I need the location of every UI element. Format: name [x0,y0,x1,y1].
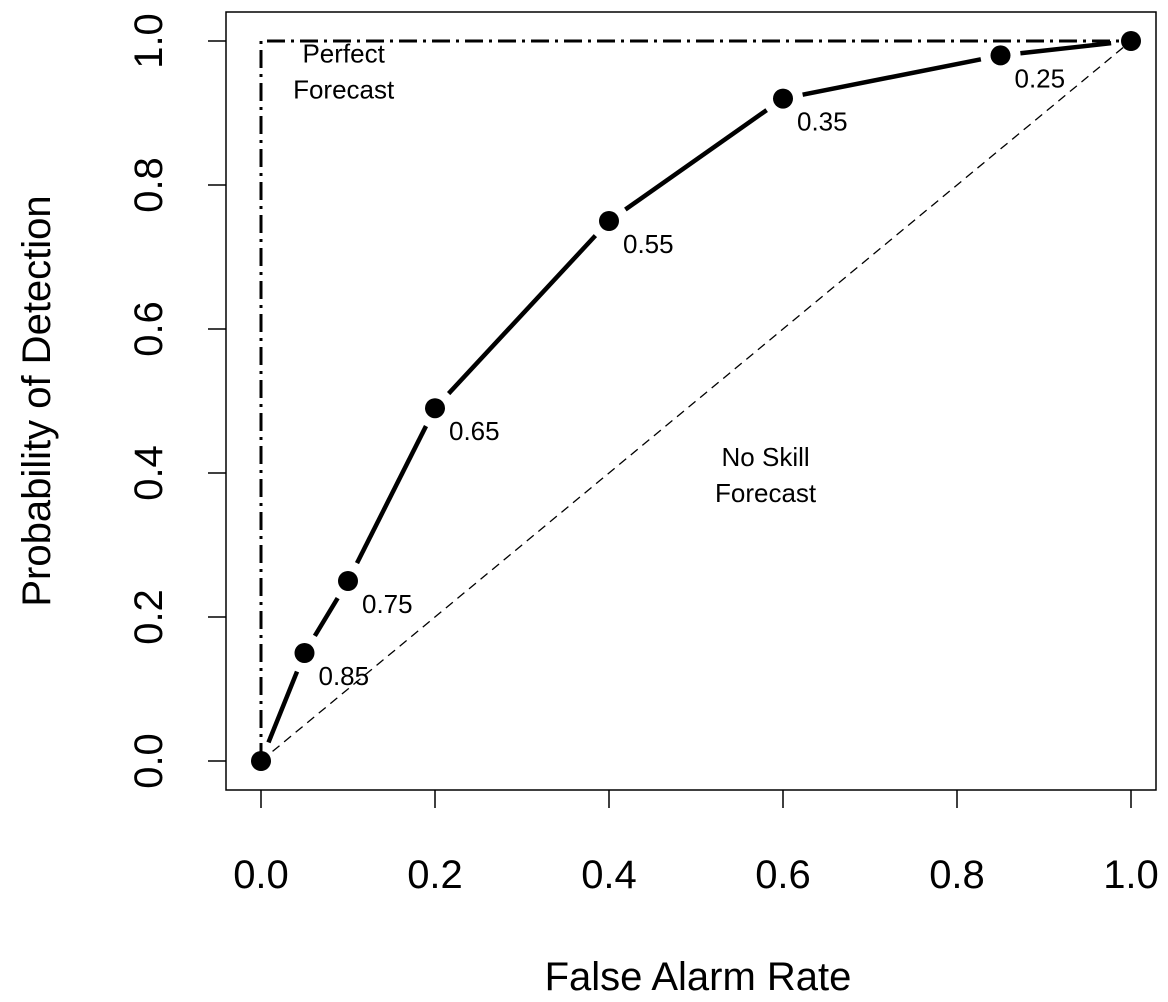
x-tick-label: 0.4 [581,853,637,897]
series-segment [802,57,982,97]
data-label: 0.85 [319,661,370,691]
data-label: 0.35 [797,107,848,137]
reference-lines [259,39,1132,762]
y-tick-label: 0.4 [127,445,171,501]
series-segment [312,596,340,638]
data-point [599,211,619,231]
x-tick-label: 0.6 [755,853,811,897]
y-axis-title: Probability of Detection [15,195,59,606]
x-tick-label: 0.0 [233,853,289,897]
data-label: 0.65 [449,416,500,446]
x-axis-title: False Alarm Rate [545,955,852,999]
series-segment [1020,40,1112,56]
axes: 0.0 0.2 0.4 0.6 0.8 1.0 0.0 0.2 0.4 0.6 0.8 1.0 [127,13,1159,897]
data-point [990,45,1011,66]
y-tick-label: 0.2 [127,589,171,645]
data-label: 0.25 [1015,63,1066,93]
series-segment [624,108,768,212]
data-point [425,398,445,419]
data-point [338,571,358,591]
y-tick-label: 0.8 [127,157,171,213]
annotation: No Skill Forecast [715,442,817,508]
annotation-line: Perfect [302,39,385,69]
annotation-line: Forecast [293,75,395,105]
perfect-reference-line [259,39,1131,761]
annotation-line: No Skill [722,442,810,472]
plot-frame [225,11,1157,791]
x-tick-label: 0.8 [929,853,985,897]
data-label: 0.55 [623,229,674,259]
annotation: Perfect Forecast [293,39,395,105]
y-tick-label: 0.6 [127,301,171,357]
series-segment [446,234,598,396]
series-line [266,40,1112,744]
series-points [251,31,1141,771]
data-point [773,88,793,109]
x-tick-label: 0.2 [407,853,463,897]
no-skill-reference-line [260,40,1132,762]
point-labels: 0.85 0.75 0.65 0.55 0.35 0.25 [319,63,1066,691]
series-segment [354,425,429,565]
data-point [294,643,315,663]
y-tick-label: 1.0 [127,13,171,69]
annotation-line: Forecast [715,478,817,508]
data-point [251,751,271,771]
y-tick-label: 0.0 [127,733,171,789]
data-label: 0.75 [362,589,413,619]
data-point [1121,31,1141,51]
series-segment [266,670,300,744]
x-tick-label: 1.0 [1103,853,1159,897]
annotations: Perfect Forecast No Skill Forecast [293,39,817,508]
